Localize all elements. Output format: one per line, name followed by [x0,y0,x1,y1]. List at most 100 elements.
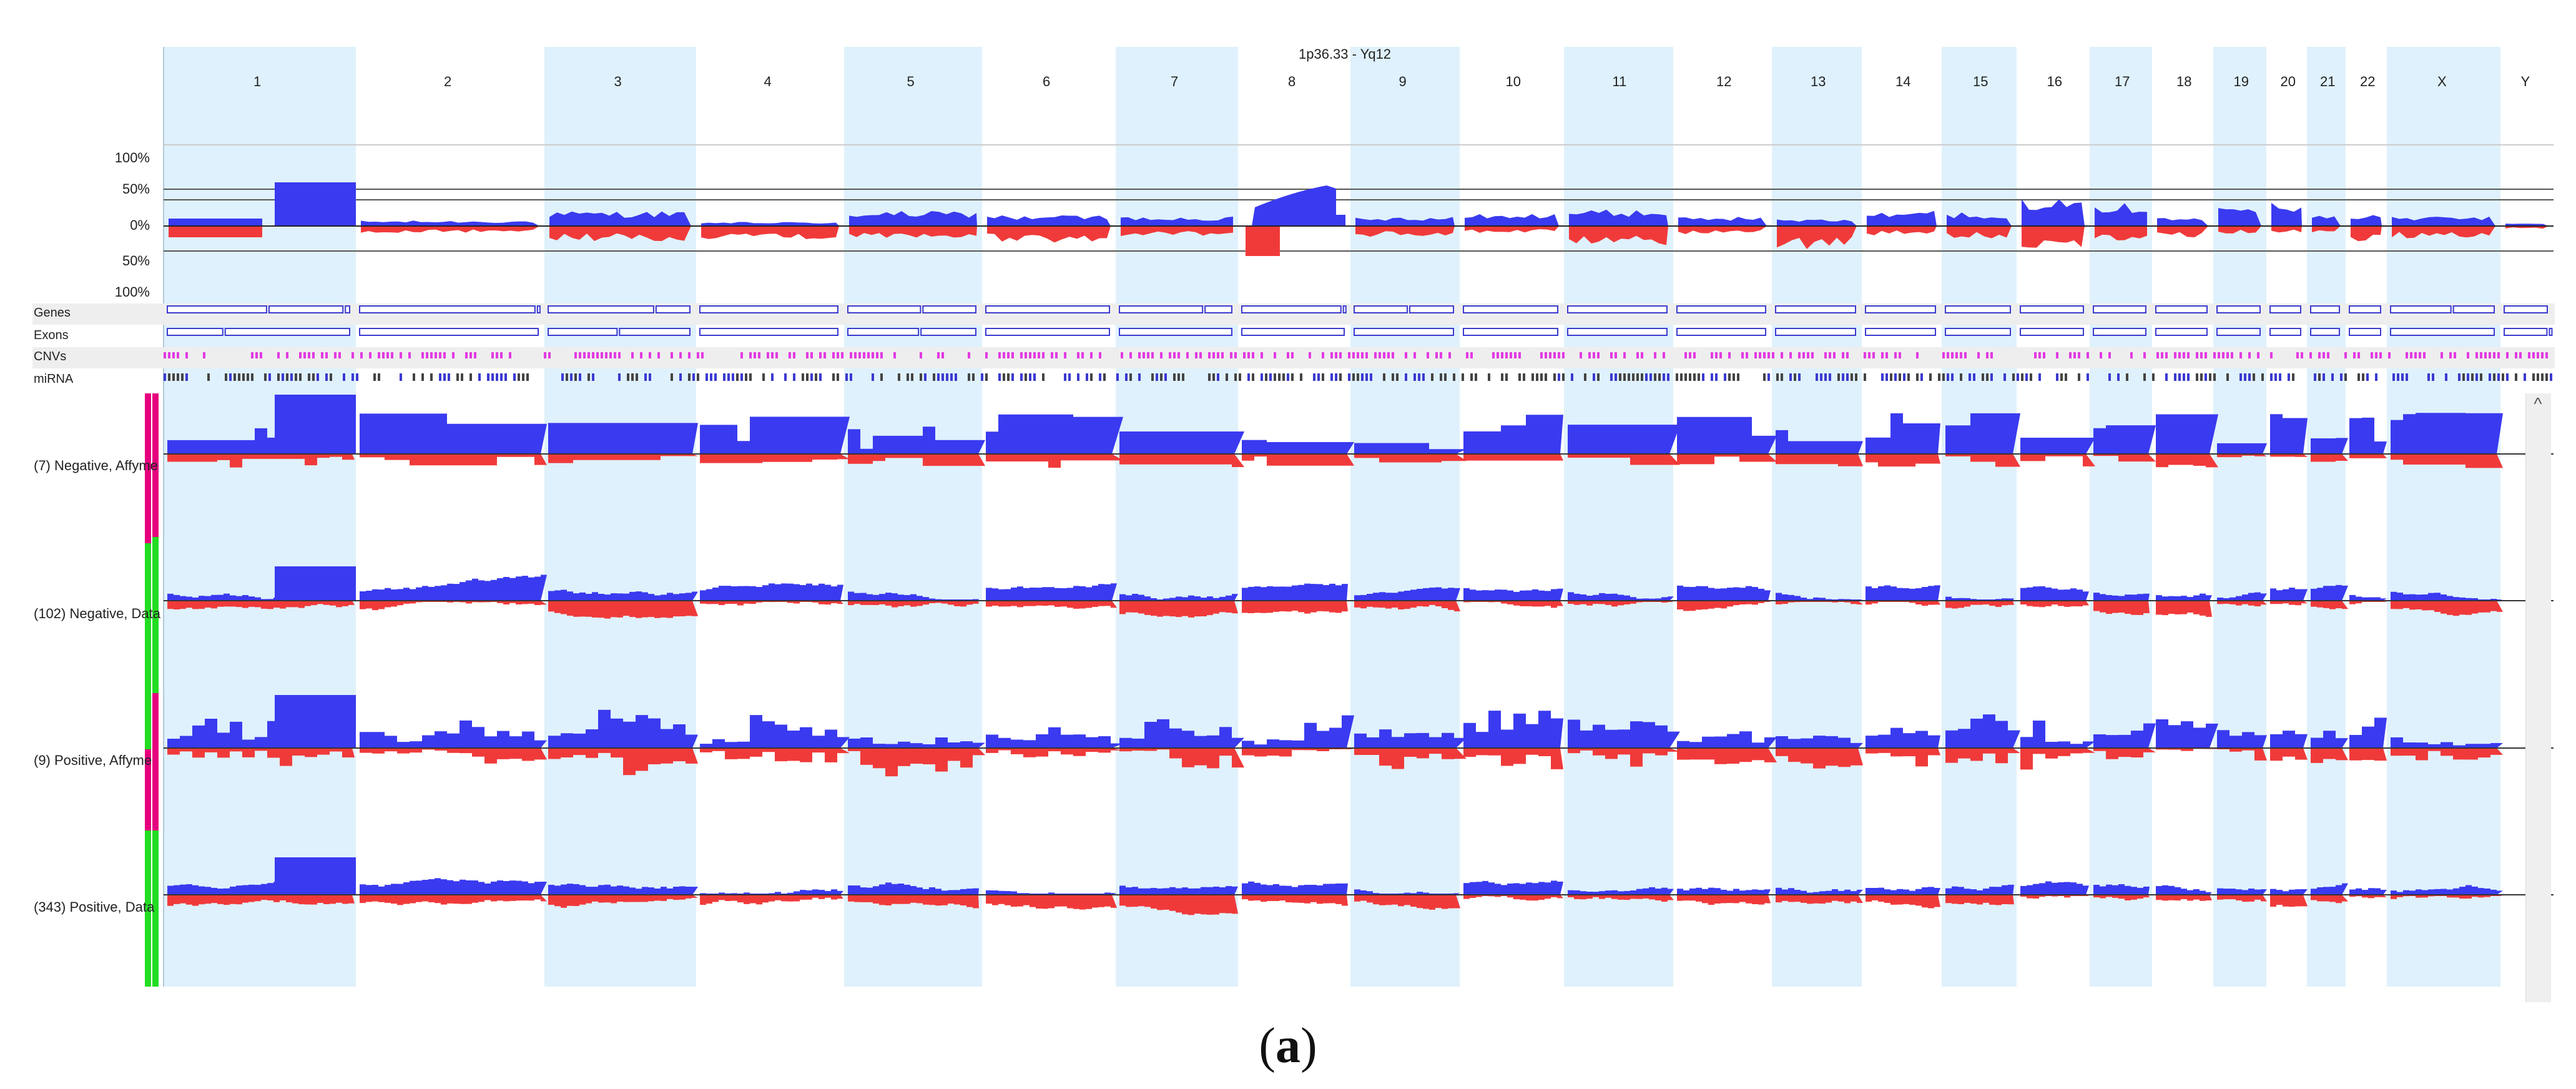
sample-gain [2156,593,2212,601]
mirna-mark [1488,373,1490,381]
cnv-mark [2257,352,2259,358]
mirna-mark [1518,373,1521,381]
chromosome-label-11[interactable]: 11 [1612,74,1627,89]
sample-gain [167,719,355,748]
chromosome-label-15[interactable]: 15 [1973,74,1989,89]
cnv-mark [1186,352,1189,358]
chromosome-label-4[interactable]: 4 [764,74,772,89]
chromosome-label-5[interactable]: 5 [907,74,915,89]
mirna-mark [771,373,774,381]
chromosome-label-6[interactable]: 6 [1043,74,1051,89]
chromosome-label-y[interactable]: Y [2520,74,2530,89]
vertical-scrollbar[interactable] [2525,393,2551,1002]
sample-row-label[interactable]: (7) Negative, Affyme [34,458,158,473]
mirna-mark [2065,373,2067,381]
cnv-mark [360,352,363,358]
chromosome-label-17[interactable]: 17 [2115,74,2130,89]
cnv-mark [2410,352,2412,358]
chromosome-label-18[interactable]: 18 [2176,74,2192,89]
summary-gain [1336,215,1345,226]
sample-loss [2217,895,2267,902]
cnv-mark [2475,352,2478,358]
chromosome-label-12[interactable]: 12 [1716,74,1732,89]
mirna-mark [2288,373,2290,381]
cnv-mark [1077,352,1079,358]
mirna-mark [1829,373,1831,381]
cnv-mark [985,352,988,358]
chromosome-label-2[interactable]: 2 [444,74,452,89]
cnvs-track-label[interactable]: CNVs [34,350,67,363]
cnv-mark [592,352,594,358]
cnv-mark [548,352,551,358]
sample-row-label[interactable]: (343) Positive, Data [34,899,155,915]
mirna-mark [749,373,752,381]
mirna-mark [2248,373,2251,381]
sample-gain [360,878,547,895]
cnv-mark [1964,352,1967,358]
chromosome-label-1[interactable]: 1 [253,74,262,89]
exon-segment [1241,328,1345,336]
mirna-mark [2357,373,2360,381]
sample-gain [1866,887,1940,895]
mirna-mark [1422,373,1425,381]
sample-loss [1677,454,1777,465]
gene-segment [268,305,344,313]
mirna-mark [561,373,564,381]
cnv-mark [251,352,253,358]
cnv-mark [1365,352,1368,358]
sample-loss [700,895,843,905]
chromosome-label-8[interactable]: 8 [1288,74,1296,89]
sample-loss [1463,748,1563,769]
sample-row-label[interactable]: (9) Positive, Affyme [34,752,152,768]
mirna-mark [268,373,271,381]
chromosome-label-22[interactable]: 22 [2360,74,2376,89]
summary-gain [2218,208,2261,226]
cnv-mark [1763,352,1766,358]
cnv-mark [1754,352,1757,358]
cnv-mark [775,352,778,358]
chromosome-label-3[interactable]: 3 [614,74,622,89]
cnv-mark [1636,352,1639,358]
mirna-mark [264,373,267,381]
chromosome-label-9[interactable]: 9 [1399,74,1407,89]
cnv-mark [1361,352,1364,358]
mirna-mark [443,373,446,381]
chromosome-label-14[interactable]: 14 [1895,74,1911,89]
sample-loss [360,748,547,764]
mirna-mark [1234,373,1237,381]
mirna-track-label[interactable]: miRNA [34,372,74,386]
sample-loss [1463,454,1563,461]
summary-loss [2218,226,2261,234]
chromosome-label-13[interactable]: 13 [1811,74,1826,89]
cnv-mark [391,352,393,358]
mirna-mark [1986,373,1989,381]
chromosome-label-20[interactable]: 20 [2280,74,2296,89]
mirna-mark [1156,373,1158,381]
genes-track-label[interactable]: Genes [34,306,71,320]
mirna-mark [461,373,463,381]
chromosome-label-10[interactable]: 10 [1505,74,1521,89]
mirna-mark [2493,373,2495,381]
mirna-mark [207,373,210,381]
sample-loss [1242,454,1354,466]
sample-loss [360,454,547,466]
mirna-mark [736,373,739,381]
chromosome-label-16[interactable]: 16 [2047,74,2062,89]
sample-loss [848,601,979,608]
chromosome-label-7[interactable]: 7 [1171,74,1179,89]
chromosome-label-19[interactable]: 19 [2233,74,2249,89]
mirna-mark [330,373,332,381]
chromosome-label-21[interactable]: 21 [2320,74,2336,89]
exons-track-label[interactable]: Exons [34,328,69,342]
chromosome-label-x[interactable]: X [2437,74,2447,89]
mirna-mark [1020,373,1023,381]
sample-gain [986,727,1123,748]
mirna-mark [2270,373,2273,381]
sample-loss [1354,748,1467,769]
scroll-up-icon[interactable]: ^ [2534,394,2542,413]
cnv-mark [2187,352,2190,358]
chromosome-band [2387,47,2500,987]
mirna-mark [636,373,638,381]
sample-group-bar [152,393,159,537]
sample-row-label[interactable]: (102) Negative, Data [34,606,160,621]
